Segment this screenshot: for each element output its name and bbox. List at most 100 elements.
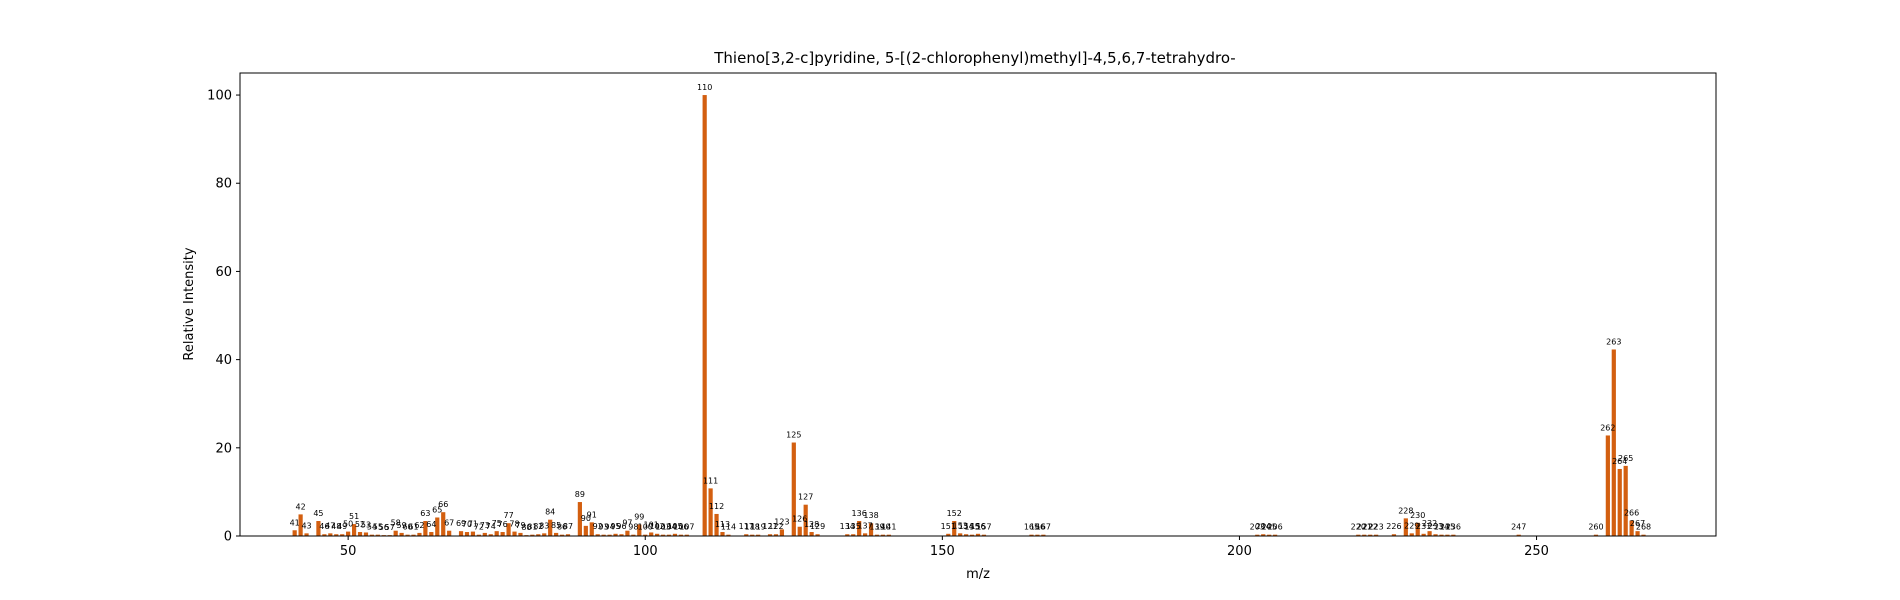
peak-bar [666,534,672,536]
peak-bar [857,521,862,536]
y-tick-label: 60 [215,265,232,280]
peak-bar [1641,534,1646,536]
peak-label: 118 [745,523,760,532]
peak-label: 96 [616,522,626,531]
peak-bar [1623,465,1628,536]
peak-bar [809,532,814,536]
peak-bar [1035,534,1040,536]
y-axis-label: Relative Intensity [182,247,197,360]
peak-label: 127 [798,493,813,502]
peak-label: 121 [762,522,777,531]
y-tick-label: 40 [215,353,232,368]
peak-bar [518,532,523,536]
peak-label: 99 [634,513,644,522]
peak-bar [964,534,969,536]
peak-bar [554,532,559,536]
peak-label: 125 [786,431,801,440]
peak-bar [1451,534,1456,536]
peak-label: 247 [1511,523,1526,532]
peak-bar [1362,534,1367,536]
peak-label: 100 [638,523,653,532]
peak-bar [684,534,689,536]
peak-bar [1445,534,1450,536]
peak-label: 110 [697,83,712,92]
peak-bar [797,526,802,536]
peak-label: 90 [581,514,591,523]
peak-label: 70 [462,520,472,529]
peak-bar [399,532,404,536]
y-tick-label: 0 [224,530,232,545]
peak-bar [660,534,666,536]
peak-label: 220 [1351,523,1366,532]
peak-bar [340,534,345,536]
peak-bar [767,534,773,536]
peak-bar [435,517,440,536]
peak-bar [1041,534,1046,536]
peak-bar [423,521,428,536]
peak-bar [1261,534,1266,536]
peak-label: 55 [373,523,383,532]
peak-bar [346,531,351,536]
peak-bar [655,533,660,536]
peak-label: 66 [438,500,448,509]
peak-label: 50 [343,520,353,529]
peak-bar [1273,534,1278,536]
peak-bar [375,534,380,536]
peak-label: 61 [408,523,418,532]
peak-bar [548,519,553,536]
peak-label: 154 [958,522,973,531]
peak-label: 265 [1618,454,1633,463]
peak-bar [1593,534,1599,536]
plot-area-frame [239,72,1717,537]
peak-label: 117 [739,522,754,531]
x-tick-label: 250 [1524,544,1549,559]
peak-label: 41 [290,518,300,527]
peak-bar [447,530,452,536]
peak-bar [1374,534,1379,536]
peak-label: 48 [331,522,341,531]
peak-bar [613,533,618,536]
peak-bar [874,534,880,536]
peak-bar [1433,534,1438,536]
peak-label: 119 [750,523,765,532]
peak-bar [1409,533,1414,536]
peak-bar [702,95,707,537]
peak-bar [714,513,719,536]
peak-bar [773,534,779,536]
peak-label: 107 [679,523,694,532]
peak-bar [708,488,713,536]
peak-bar [946,533,951,536]
peak-label: 141 [881,523,896,532]
peak-bar [1617,468,1622,536]
peak-bar [756,534,761,536]
peak-bar [815,534,820,536]
peak-label: 91 [587,510,597,519]
peak-label: 138 [863,511,878,520]
peak-label: 167 [1036,523,1051,532]
peak-bar [726,534,731,536]
peak-label: 72 [474,523,484,532]
peak-bar [601,534,606,536]
peak-bar [625,530,630,536]
peak-label: 152 [947,509,962,518]
peak-label: 233 [1428,522,1443,531]
peak-bar [779,529,785,536]
peak-label: 83 [539,521,549,530]
peak-label: 128 [804,520,819,529]
peak-bar [750,534,755,536]
peak-bar [500,532,505,536]
peak-label: 105 [667,522,682,531]
peak-bar [863,533,868,536]
peak-label: 93 [599,523,609,532]
peak-bar [530,534,535,536]
peak-bar [672,533,678,536]
peak-bar [577,502,582,536]
peak-bar [649,532,654,536]
peak-bar [583,525,588,536]
chart-title: Thieno[3,2-c]pyridine, 5-[(2-chloropheny… [713,49,1235,67]
peak-bar [1255,534,1260,536]
peak-label: 203 [1250,523,1265,532]
peak-label: 73 [480,521,490,530]
peak-label: 111 [703,476,718,485]
